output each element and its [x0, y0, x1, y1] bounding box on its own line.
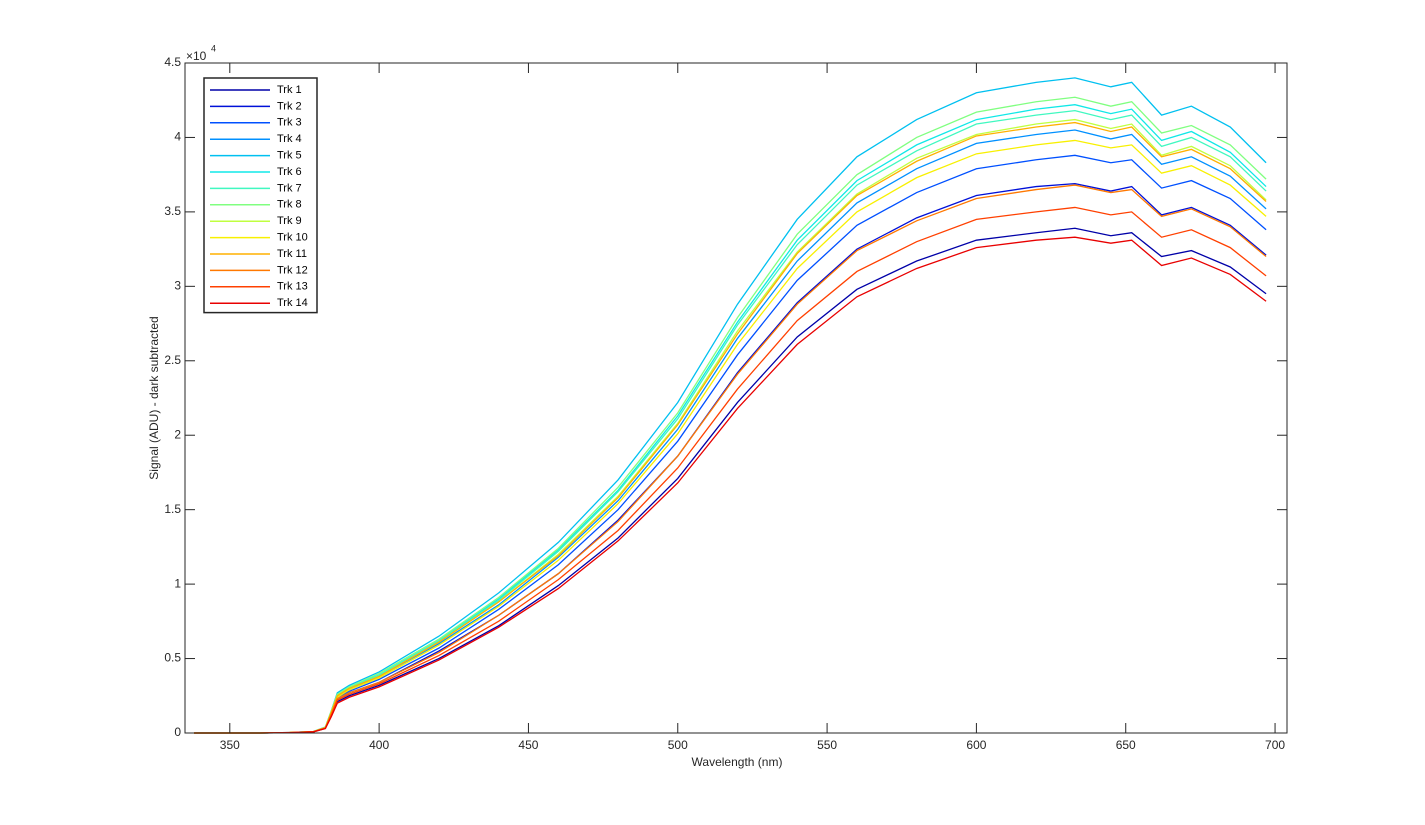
y-tick-label: 4: [174, 130, 181, 144]
legend-box: [203, 77, 318, 314]
axes: 350 400 450 500 550 600 650 700 0 0.5 1 1.5 2 2.5 3 3.5…: [164, 55, 1288, 752]
legend-label: Trk 5: [277, 150, 302, 162]
y-tick-label: 3.5: [164, 204, 181, 218]
x-tick-label: 650: [1116, 738, 1136, 752]
y-multiplier-exponent: 4: [211, 43, 216, 53]
legend-label: Trk 11: [277, 248, 307, 260]
legend-label: Trk 1: [277, 84, 302, 96]
x-axis-label: Wavelength (nm): [692, 755, 783, 769]
x-tick-label: 700: [1265, 738, 1285, 752]
y-tick-label: 0: [174, 725, 181, 739]
legend-label: Trk 8: [277, 199, 302, 211]
legend-label: Trk 2: [277, 100, 302, 112]
y-axis-label: Signal (ADU) - dark subtracted: [147, 316, 161, 479]
x-tick-label: 450: [518, 738, 538, 752]
y-tick-label: 0.5: [164, 651, 181, 665]
axes-box: [184, 62, 1288, 734]
series-line: [193, 236, 1267, 734]
legend-label: Trk 14: [277, 297, 308, 309]
legend-label: Trk 9: [277, 215, 302, 227]
x-tick-label: 500: [668, 738, 688, 752]
y-tick-label: 3: [174, 279, 181, 293]
x-tick-label: 400: [369, 738, 389, 752]
legend-label: Trk 7: [277, 182, 302, 194]
legend: Trk 1 Trk 2 Trk 3 Trk 4 Trk 5 Trk 6 Trk 7 Trk 8…: [203, 77, 318, 314]
legend-label: Trk 10: [277, 232, 308, 244]
x-tick-label: 350: [220, 738, 240, 752]
y-tick-label: 1: [174, 576, 181, 590]
y-multiplier-base: ×10: [186, 49, 207, 63]
legend-label: Trk 6: [277, 166, 302, 178]
x-tick-label: 600: [966, 738, 986, 752]
plot-area: [185, 63, 1287, 733]
legend-label: Trk 12: [277, 264, 308, 276]
y-tick-label: 2: [174, 427, 181, 441]
legend-label: Trk 4: [277, 133, 302, 145]
y-tick-label: 2.5: [164, 353, 181, 367]
y-tick-label: 4.5: [164, 55, 181, 69]
lines: [193, 77, 1267, 734]
legend-label: Trk 3: [277, 117, 302, 129]
y-tick-label: 1.5: [164, 502, 181, 516]
x-tick-label: 550: [817, 738, 837, 752]
legend-label: Trk 13: [277, 281, 308, 293]
